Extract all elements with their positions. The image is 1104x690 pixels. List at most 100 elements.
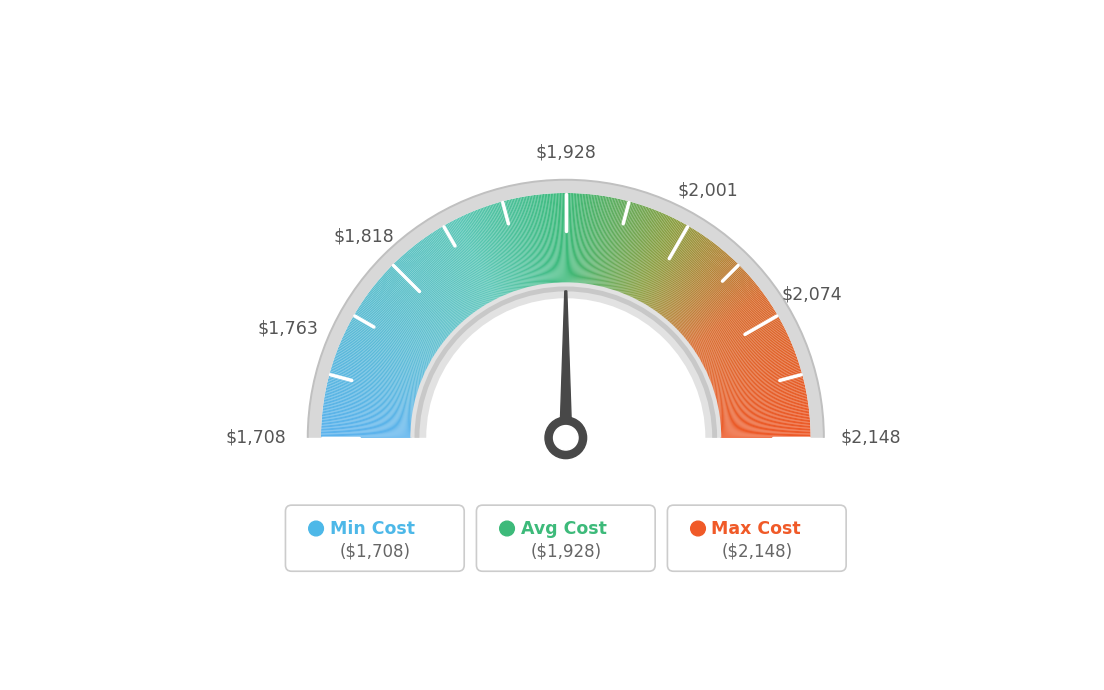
Wedge shape bbox=[672, 262, 736, 327]
Wedge shape bbox=[365, 295, 440, 348]
Wedge shape bbox=[401, 256, 463, 324]
Wedge shape bbox=[615, 206, 646, 292]
Wedge shape bbox=[509, 199, 531, 288]
Text: $1,763: $1,763 bbox=[257, 319, 318, 337]
Wedge shape bbox=[702, 324, 783, 367]
Wedge shape bbox=[704, 331, 787, 371]
Wedge shape bbox=[480, 208, 512, 293]
Wedge shape bbox=[521, 197, 539, 286]
Wedge shape bbox=[500, 201, 526, 289]
Wedge shape bbox=[371, 288, 444, 344]
Wedge shape bbox=[611, 204, 638, 290]
Wedge shape bbox=[322, 407, 413, 420]
Text: $2,001: $2,001 bbox=[678, 181, 739, 199]
Wedge shape bbox=[649, 232, 700, 308]
Wedge shape bbox=[718, 392, 807, 410]
Wedge shape bbox=[408, 249, 467, 319]
Wedge shape bbox=[357, 309, 435, 357]
Wedge shape bbox=[715, 378, 804, 402]
Wedge shape bbox=[565, 193, 567, 284]
Wedge shape bbox=[626, 213, 664, 296]
Wedge shape bbox=[569, 193, 572, 284]
Wedge shape bbox=[552, 193, 558, 284]
Wedge shape bbox=[549, 193, 556, 284]
Wedge shape bbox=[350, 322, 431, 365]
Wedge shape bbox=[592, 197, 608, 286]
Wedge shape bbox=[719, 408, 809, 420]
Wedge shape bbox=[604, 201, 628, 288]
Wedge shape bbox=[561, 193, 564, 284]
Wedge shape bbox=[637, 220, 680, 302]
Wedge shape bbox=[322, 410, 413, 422]
Wedge shape bbox=[675, 265, 740, 329]
Wedge shape bbox=[329, 375, 416, 400]
Wedge shape bbox=[321, 424, 412, 430]
Wedge shape bbox=[323, 401, 413, 415]
Wedge shape bbox=[421, 239, 475, 313]
Wedge shape bbox=[404, 253, 465, 322]
Wedge shape bbox=[576, 194, 584, 284]
Wedge shape bbox=[555, 193, 560, 284]
Wedge shape bbox=[355, 312, 434, 359]
Wedge shape bbox=[376, 282, 447, 340]
Wedge shape bbox=[529, 195, 543, 286]
Wedge shape bbox=[684, 281, 754, 339]
Wedge shape bbox=[379, 279, 448, 339]
Wedge shape bbox=[321, 432, 412, 435]
Wedge shape bbox=[564, 193, 565, 284]
Wedge shape bbox=[588, 195, 603, 286]
Wedge shape bbox=[719, 402, 808, 417]
Wedge shape bbox=[666, 251, 725, 321]
Wedge shape bbox=[307, 179, 825, 438]
Wedge shape bbox=[712, 362, 799, 391]
Text: Min Cost: Min Cost bbox=[329, 520, 414, 538]
Wedge shape bbox=[643, 226, 689, 304]
Wedge shape bbox=[713, 368, 800, 395]
Wedge shape bbox=[396, 260, 459, 326]
Wedge shape bbox=[340, 341, 424, 377]
Wedge shape bbox=[580, 194, 588, 284]
Wedge shape bbox=[321, 430, 412, 434]
Wedge shape bbox=[329, 374, 417, 399]
Wedge shape bbox=[470, 212, 507, 296]
Wedge shape bbox=[533, 195, 546, 285]
Wedge shape bbox=[681, 275, 750, 336]
Wedge shape bbox=[403, 254, 464, 323]
Wedge shape bbox=[582, 195, 594, 284]
Wedge shape bbox=[475, 210, 509, 295]
Wedge shape bbox=[608, 203, 636, 290]
Wedge shape bbox=[599, 199, 620, 288]
Wedge shape bbox=[655, 238, 709, 313]
Wedge shape bbox=[629, 215, 669, 298]
Text: ($2,148): ($2,148) bbox=[721, 542, 793, 561]
Wedge shape bbox=[467, 213, 505, 297]
Circle shape bbox=[500, 521, 514, 536]
Wedge shape bbox=[593, 197, 611, 286]
Wedge shape bbox=[535, 195, 548, 285]
Wedge shape bbox=[422, 239, 476, 313]
Wedge shape bbox=[577, 194, 586, 284]
Wedge shape bbox=[617, 207, 649, 293]
Wedge shape bbox=[380, 277, 449, 337]
Wedge shape bbox=[656, 239, 710, 313]
Wedge shape bbox=[711, 355, 797, 386]
Wedge shape bbox=[712, 359, 798, 389]
Wedge shape bbox=[337, 351, 422, 384]
Wedge shape bbox=[667, 252, 726, 322]
Wedge shape bbox=[368, 293, 442, 347]
Wedge shape bbox=[597, 198, 618, 287]
Wedge shape bbox=[333, 361, 420, 390]
Wedge shape bbox=[370, 290, 443, 346]
Wedge shape bbox=[364, 297, 439, 351]
Wedge shape bbox=[680, 273, 747, 335]
Wedge shape bbox=[618, 208, 650, 293]
Wedge shape bbox=[375, 283, 446, 341]
Wedge shape bbox=[614, 205, 643, 291]
Circle shape bbox=[545, 417, 586, 459]
Wedge shape bbox=[602, 199, 624, 288]
Wedge shape bbox=[390, 267, 455, 331]
Wedge shape bbox=[528, 196, 543, 286]
Wedge shape bbox=[708, 342, 792, 378]
Wedge shape bbox=[325, 397, 414, 413]
Wedge shape bbox=[686, 283, 756, 341]
